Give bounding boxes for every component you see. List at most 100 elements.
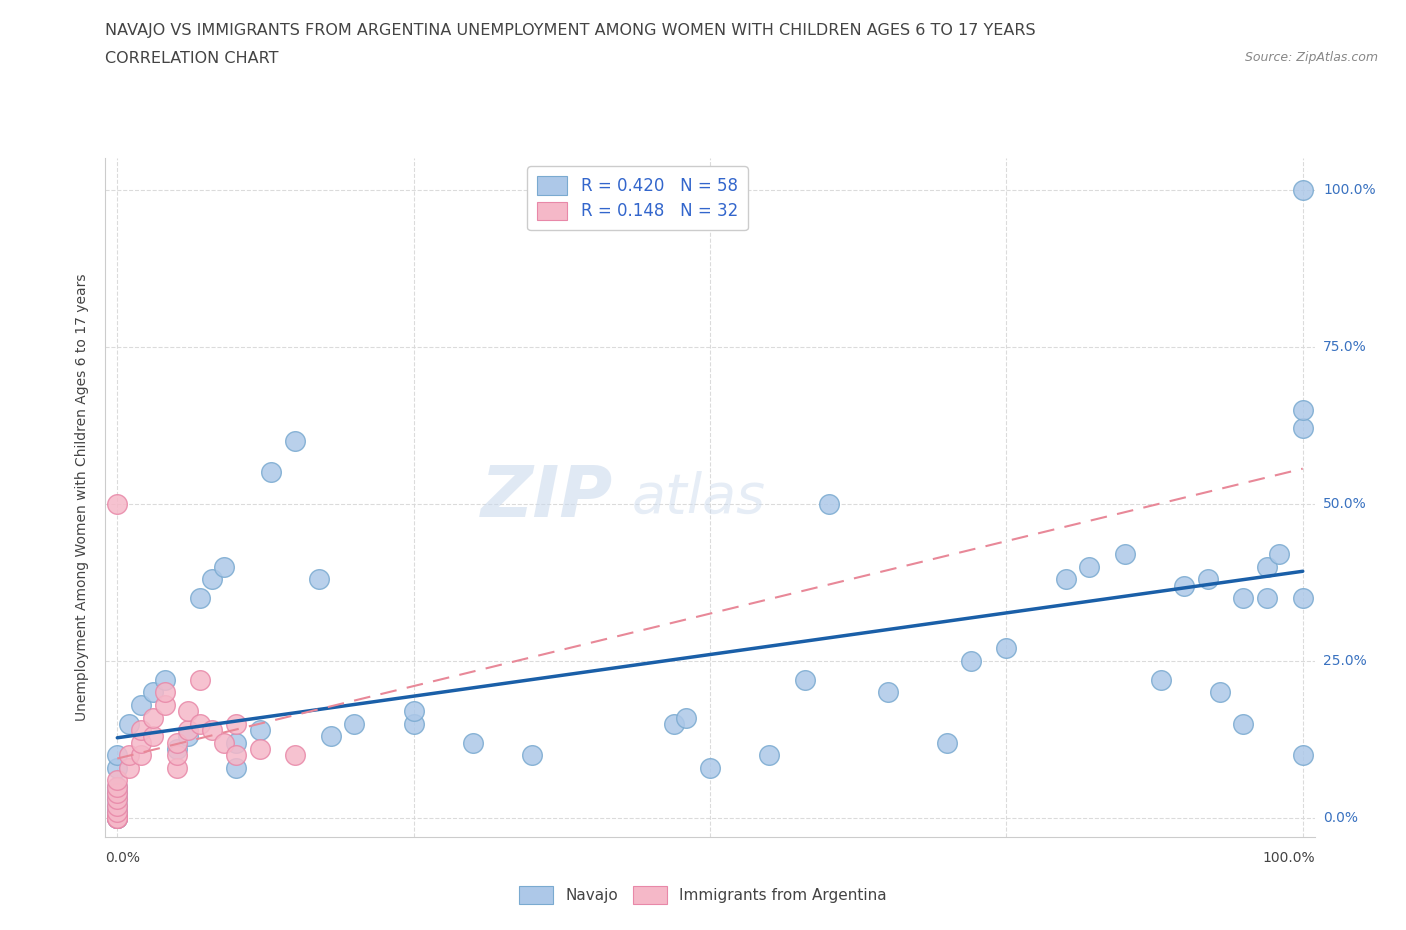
Point bbox=[118, 716, 141, 731]
Point bbox=[1054, 572, 1077, 587]
Text: 50.0%: 50.0% bbox=[1323, 497, 1367, 511]
Point bbox=[1292, 182, 1315, 197]
Point bbox=[153, 698, 176, 712]
Point bbox=[201, 572, 224, 587]
Point bbox=[284, 748, 307, 763]
Point bbox=[461, 736, 484, 751]
Point bbox=[105, 811, 128, 826]
Text: 25.0%: 25.0% bbox=[1323, 654, 1367, 668]
Point bbox=[995, 641, 1018, 656]
Point bbox=[105, 811, 128, 826]
Point bbox=[1292, 421, 1315, 436]
Point bbox=[188, 716, 211, 731]
Point bbox=[522, 748, 544, 763]
Text: NAVAJO VS IMMIGRANTS FROM ARGENTINA UNEMPLOYMENT AMONG WOMEN WITH CHILDREN AGES : NAVAJO VS IMMIGRANTS FROM ARGENTINA UNEM… bbox=[105, 23, 1036, 38]
Text: 100.0%: 100.0% bbox=[1263, 851, 1315, 865]
Text: ZIP: ZIP bbox=[481, 463, 613, 532]
Point bbox=[105, 497, 128, 512]
Point bbox=[1292, 591, 1315, 605]
Point bbox=[166, 761, 188, 776]
Point bbox=[699, 761, 721, 776]
Point bbox=[105, 779, 128, 794]
Point bbox=[225, 748, 247, 763]
Point bbox=[105, 811, 128, 826]
Point bbox=[105, 773, 128, 788]
Point bbox=[142, 685, 165, 700]
Point bbox=[118, 761, 141, 776]
Point bbox=[959, 654, 981, 669]
Text: atlas: atlas bbox=[631, 472, 765, 524]
Y-axis label: Unemployment Among Women with Children Ages 6 to 17 years: Unemployment Among Women with Children A… bbox=[76, 273, 90, 722]
Point bbox=[105, 748, 128, 763]
Text: 0.0%: 0.0% bbox=[105, 851, 141, 865]
Point bbox=[936, 736, 959, 751]
Point bbox=[177, 723, 200, 737]
Point bbox=[188, 591, 211, 605]
Point bbox=[876, 685, 898, 700]
Text: 0.0%: 0.0% bbox=[1323, 811, 1358, 825]
Point bbox=[225, 761, 247, 776]
Point bbox=[105, 791, 128, 806]
Point bbox=[402, 716, 425, 731]
Point bbox=[675, 711, 697, 725]
Point bbox=[225, 736, 247, 751]
Point bbox=[177, 729, 200, 744]
Point bbox=[177, 704, 200, 719]
Point bbox=[188, 672, 211, 687]
Point bbox=[129, 698, 152, 712]
Point bbox=[105, 761, 128, 776]
Point bbox=[1209, 685, 1232, 700]
Point bbox=[1232, 591, 1254, 605]
Point bbox=[1173, 578, 1195, 593]
Legend: Navajo, Immigrants from Argentina: Navajo, Immigrants from Argentina bbox=[513, 880, 893, 910]
Legend: R = 0.420   N = 58, R = 0.148   N = 32: R = 0.420 N = 58, R = 0.148 N = 32 bbox=[527, 166, 748, 231]
Point bbox=[201, 723, 224, 737]
Point bbox=[105, 804, 128, 819]
Point bbox=[105, 811, 128, 826]
Point bbox=[1114, 547, 1136, 562]
Point bbox=[284, 433, 307, 448]
Point bbox=[260, 465, 283, 480]
Point bbox=[105, 786, 128, 801]
Point bbox=[225, 716, 247, 731]
Point bbox=[105, 786, 128, 801]
Point bbox=[105, 811, 128, 826]
Point bbox=[166, 736, 188, 751]
Point bbox=[249, 723, 271, 737]
Point bbox=[1292, 402, 1315, 417]
Point bbox=[1149, 672, 1171, 687]
Point bbox=[153, 672, 176, 687]
Text: 100.0%: 100.0% bbox=[1323, 182, 1375, 196]
Point bbox=[793, 672, 815, 687]
Point bbox=[1256, 591, 1278, 605]
Text: Source: ZipAtlas.com: Source: ZipAtlas.com bbox=[1244, 51, 1378, 64]
Point bbox=[212, 559, 235, 574]
Point bbox=[105, 798, 128, 813]
Point bbox=[105, 798, 128, 813]
Point bbox=[308, 572, 330, 587]
Point bbox=[1078, 559, 1101, 574]
Point bbox=[129, 736, 152, 751]
Point bbox=[105, 811, 128, 826]
Point bbox=[129, 748, 152, 763]
Point bbox=[1232, 716, 1254, 731]
Point bbox=[105, 804, 128, 819]
Point bbox=[142, 711, 165, 725]
Point bbox=[105, 779, 128, 794]
Text: CORRELATION CHART: CORRELATION CHART bbox=[105, 51, 278, 66]
Point bbox=[118, 748, 141, 763]
Point bbox=[166, 741, 188, 756]
Point bbox=[129, 723, 152, 737]
Point bbox=[817, 497, 839, 512]
Point bbox=[166, 748, 188, 763]
Point bbox=[1292, 748, 1315, 763]
Text: 75.0%: 75.0% bbox=[1323, 339, 1367, 353]
Point bbox=[212, 736, 235, 751]
Point bbox=[1256, 559, 1278, 574]
Point bbox=[343, 716, 366, 731]
Point bbox=[319, 729, 342, 744]
Point bbox=[142, 729, 165, 744]
Point bbox=[249, 741, 271, 756]
Point bbox=[402, 704, 425, 719]
Point bbox=[1268, 547, 1291, 562]
